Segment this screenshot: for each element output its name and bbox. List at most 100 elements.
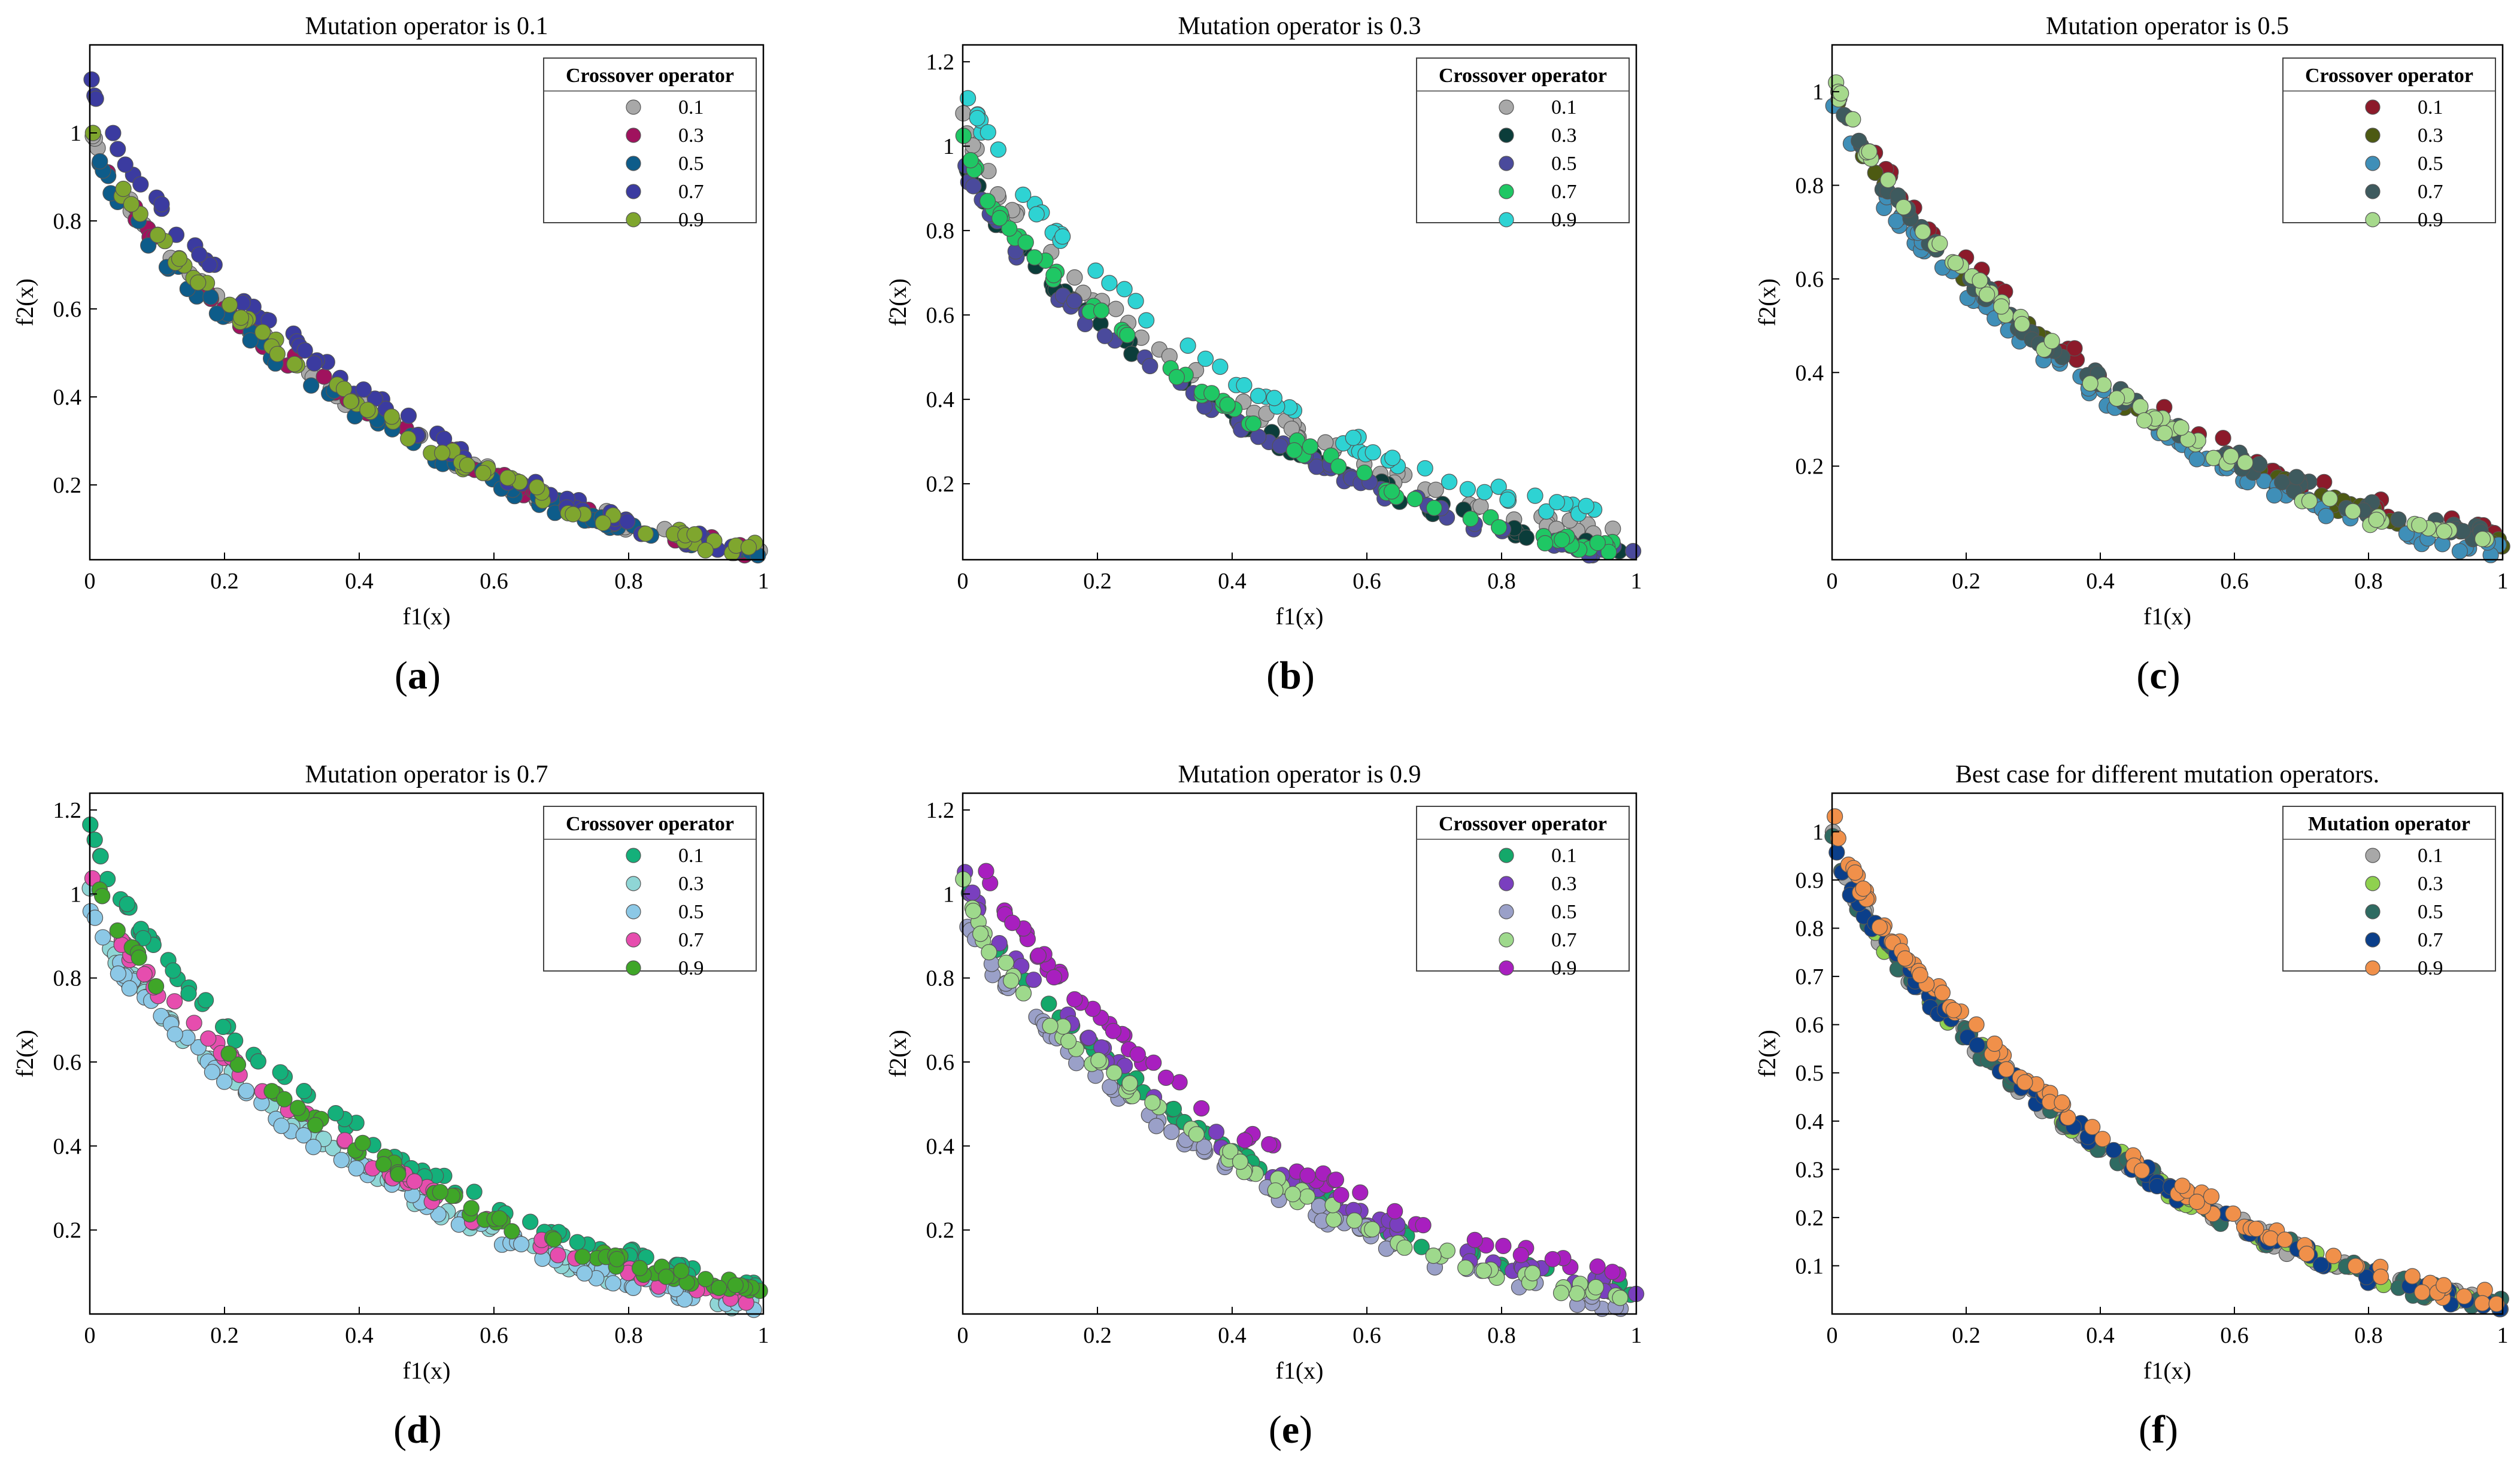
data-point: [1495, 1237, 1512, 1254]
data-point: [2133, 1162, 2150, 1179]
data-point: [1441, 474, 1458, 490]
data-point: [711, 1279, 727, 1296]
legend-marker: [626, 932, 641, 948]
chart-title: Mutation operator is 0.3: [1178, 13, 1421, 40]
data-point: [1846, 864, 1864, 881]
data-point: [1163, 1124, 1180, 1140]
data-point: [1548, 494, 1565, 511]
data-point: [1589, 535, 1606, 551]
y-tick-label: 0.9: [1796, 868, 1824, 893]
data-point: [2149, 1178, 2166, 1195]
data-point: [1245, 415, 1261, 432]
data-point: [2318, 508, 2334, 524]
data-point: [1041, 996, 1057, 1012]
x-axis-label: f1(x): [2143, 603, 2191, 630]
data-point: [92, 153, 108, 170]
chart-panel-5: Mutation operator is 0.9 0 0.2 0.4 0.6 0.8 1 0.…: [884, 761, 1645, 1452]
data-point: [1625, 542, 1642, 560]
data-point: [354, 1134, 371, 1151]
data-point: [1947, 254, 1964, 271]
data-point: [200, 1030, 217, 1047]
legend-marker: [1499, 876, 1514, 891]
data-point: [2274, 474, 2291, 491]
data-point: [1054, 228, 1071, 245]
y-tick-label: 0.3: [1796, 1157, 1824, 1182]
data-points: [81, 816, 768, 1318]
data-point: [1284, 1186, 1301, 1203]
chart-panel-4: Mutation operator is 0.7 0 0.2 0.4 0.6 0.8 1 0.…: [11, 761, 769, 1452]
data-point: [1384, 483, 1400, 500]
x-tick-label: 0.8: [1487, 1323, 1516, 1348]
data-point: [432, 1183, 448, 1200]
legend-marker: [1499, 156, 1514, 171]
x-tick-label: 1: [1631, 569, 1642, 594]
data-point: [383, 408, 400, 425]
data-point: [359, 402, 376, 418]
legend-title: Crossover operator: [566, 813, 734, 835]
data-point: [305, 1139, 322, 1155]
y-tick-label: 0.6: [53, 297, 82, 322]
data-point: [1499, 491, 1516, 508]
data-point: [2321, 490, 2338, 507]
legend-label: 0.7: [2418, 181, 2443, 203]
legend-label: 0.9: [2418, 209, 2443, 231]
x-tick-label: 0.8: [614, 569, 643, 594]
legend-marker: [2365, 128, 2380, 143]
legend-marker: [626, 848, 641, 863]
data-point: [123, 196, 140, 213]
y-tick-label: 0.8: [53, 209, 82, 234]
data-point: [2451, 543, 2468, 560]
panel-label: (e): [1269, 1408, 1312, 1452]
legend-marker: [626, 904, 641, 919]
data-point: [1208, 1124, 1225, 1140]
data-point: [1102, 1079, 1118, 1095]
legend-marker: [2365, 212, 2380, 227]
data-point: [1604, 1264, 1621, 1280]
x-tick-label: 0.2: [1952, 569, 1981, 594]
legend-marker: [2365, 876, 2380, 891]
data-point: [1003, 972, 1020, 989]
legend-label: 0.1: [2418, 96, 2443, 119]
data-point: [1491, 519, 1508, 536]
data-point: [1346, 1212, 1363, 1229]
legend-title: Crossover operator: [1439, 65, 1607, 87]
data-point: [1969, 1037, 1985, 1054]
data-point: [1415, 1216, 1432, 1234]
data-point: [1417, 460, 1433, 477]
data-point: [990, 141, 1007, 158]
legend-box: [2282, 57, 2496, 223]
data-point: [94, 888, 111, 905]
data-point: [242, 332, 259, 349]
data-point: [1196, 1139, 1212, 1155]
data-point: [115, 180, 132, 198]
data-point: [1045, 267, 1062, 284]
data-point: [95, 929, 111, 946]
data-point: [1193, 1100, 1210, 1117]
x-tick-label: 0.4: [2086, 569, 2115, 594]
data-point: [1096, 327, 1114, 344]
y-tick-label: 0.6: [926, 1050, 955, 1075]
data-point: [1212, 358, 1229, 375]
axes-frame: [1831, 792, 2504, 1315]
data-point: [2248, 1221, 2264, 1237]
data-point: [333, 1152, 350, 1169]
legend-label: 0.3: [678, 125, 704, 147]
data-point: [981, 943, 997, 961]
data-point: [1203, 385, 1220, 402]
data-point: [1587, 1279, 1605, 1295]
data-point: [1116, 281, 1133, 298]
data-point: [1457, 1260, 1474, 1276]
data-point: [105, 125, 122, 141]
data-point: [1165, 1100, 1182, 1118]
axes-frame: [962, 44, 1637, 561]
data-point: [1030, 947, 1047, 964]
legend-box: [543, 57, 757, 223]
y-tick-label: 0.4: [53, 385, 82, 410]
y-tick-label: 1: [1812, 820, 1824, 845]
y-tick-label: 0.8: [1796, 917, 1824, 942]
data-point: [198, 992, 214, 1009]
data-point: [1272, 438, 1288, 454]
data-point: [1364, 444, 1381, 461]
data-point: [86, 831, 103, 848]
legend-label: 0.3: [678, 873, 704, 895]
